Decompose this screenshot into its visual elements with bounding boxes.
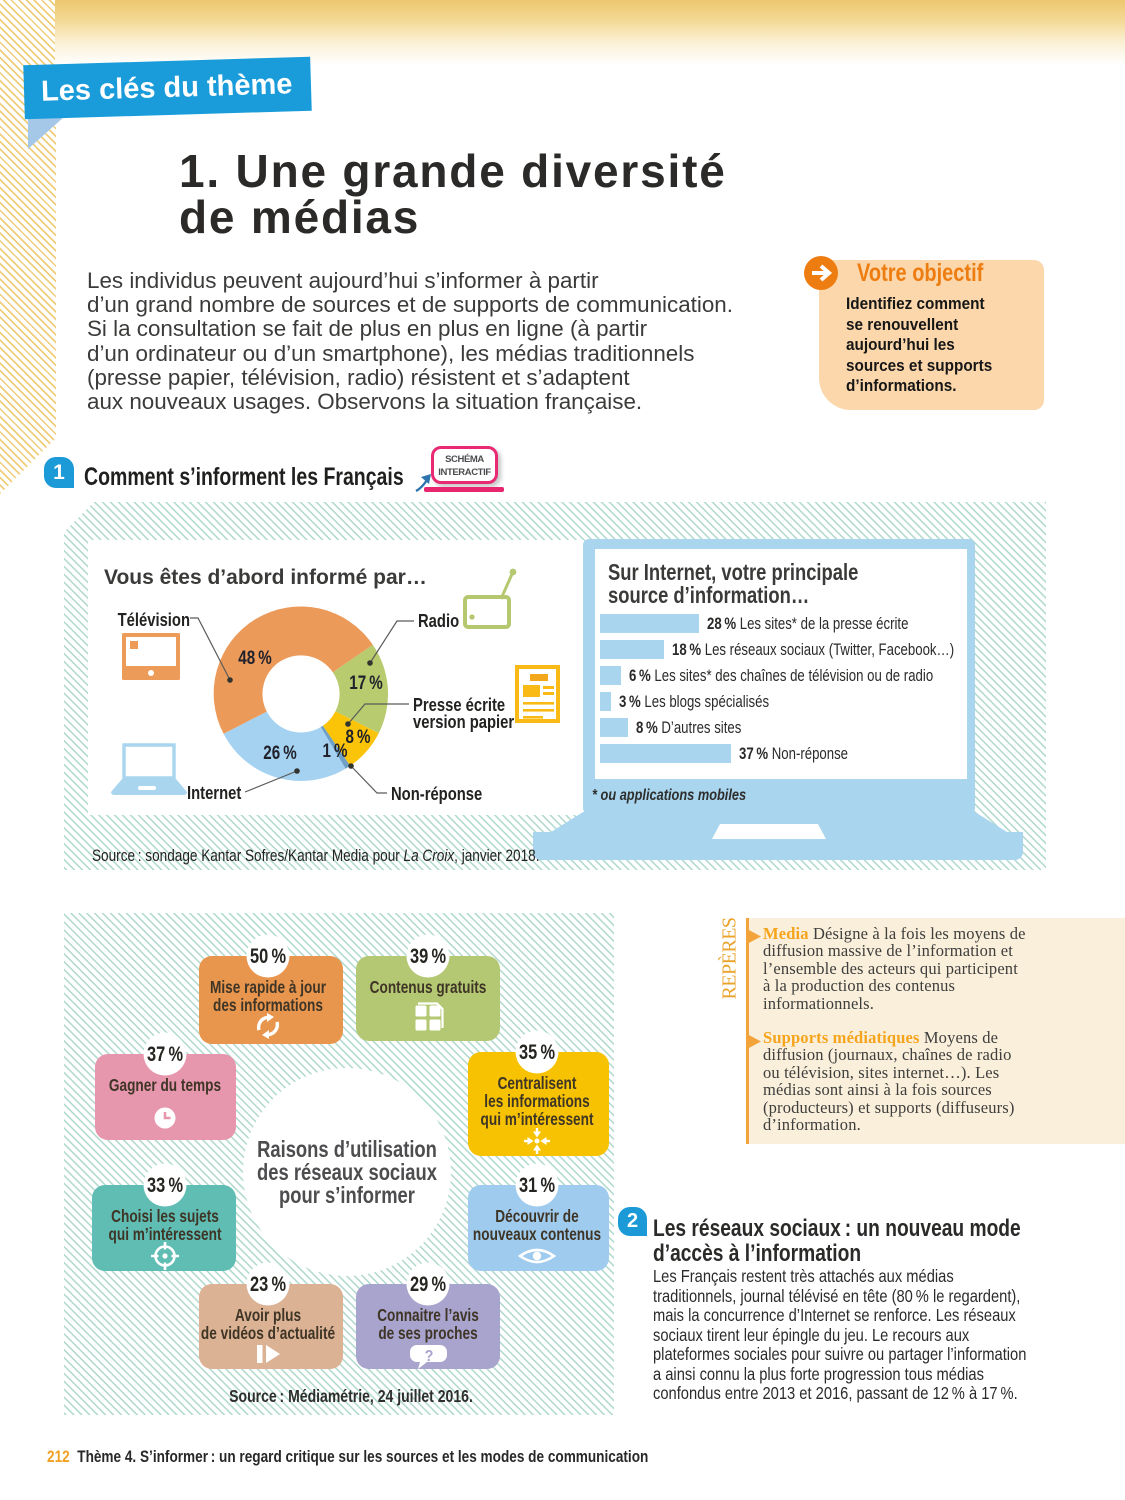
svg-text:Choisi les sujets: Choisi les sujets: [111, 1208, 219, 1227]
svg-text:nouveaux contenus: nouveaux contenus: [473, 1226, 601, 1245]
svg-text:Connaitre l’avis: Connaitre l’avis: [377, 1307, 479, 1326]
svg-text:33 %: 33 %: [147, 1173, 183, 1196]
svg-text:source d’information…: source d’information…: [608, 583, 809, 608]
svg-text:* ou applications mobiles: * ou applications mobiles: [592, 787, 746, 805]
svg-text:Raisons d’utilisation: Raisons d’utilisation: [257, 1137, 437, 1162]
svg-text:Vous êtes d’abord informé par…: Vous êtes d’abord informé par…: [104, 566, 427, 589]
svg-text:des informations: des informations: [213, 997, 323, 1016]
svg-text:Avoir plus: Avoir plus: [235, 1307, 301, 1326]
svg-text:35 %: 35 %: [519, 1040, 555, 1063]
svg-text:3 % Les blogs spécialisés: 3 % Les blogs spécialisés: [619, 693, 769, 712]
svg-text:les informations: les informations: [484, 1093, 590, 1112]
svg-text:pour s’informer: pour s’informer: [279, 1183, 415, 1208]
svg-text:37 % Non-réponse: 37 % Non-réponse: [739, 745, 848, 764]
svg-text:8 % D’autres sites: 8 % D’autres sites: [636, 719, 741, 738]
svg-text:Centralisent: Centralisent: [498, 1075, 578, 1094]
svg-text:qui m’intéressent: qui m’intéressent: [109, 1226, 223, 1245]
svg-text:Télévision: Télévision: [118, 609, 190, 630]
svg-text:Source : sondage Kantar Sofres: Source : sondage Kantar Sofres/Kantar Me…: [92, 847, 539, 866]
svg-text:18 % Les réseaux sociaux (Twit: 18 % Les réseaux sociaux (Twitter, Faceb…: [672, 641, 954, 660]
svg-text:?: ?: [425, 1347, 434, 1365]
svg-text:Presse écrite: Presse écrite: [413, 694, 505, 715]
svg-text:29 %: 29 %: [410, 1272, 446, 1295]
svg-text:28 % Les sites* de la presse é: 28 % Les sites* de la presse écrite: [707, 615, 908, 634]
svg-text:50 %: 50 %: [250, 944, 286, 967]
svg-text:qui m’intéressent: qui m’intéressent: [481, 1111, 595, 1130]
svg-text:Mise rapide à jour: Mise rapide à jour: [210, 979, 326, 998]
svg-text:39 %: 39 %: [410, 944, 446, 967]
svg-text:Radio: Radio: [418, 610, 459, 631]
svg-text:des réseaux sociaux: des réseaux sociaux: [257, 1160, 437, 1185]
svg-text:37 %: 37 %: [147, 1042, 183, 1065]
svg-text:version papier: version papier: [413, 711, 515, 732]
svg-text:Gagner du temps: Gagner du temps: [109, 1077, 221, 1096]
svg-text:1 %: 1 %: [323, 739, 348, 761]
svg-text:Internet: Internet: [187, 782, 242, 803]
svg-text:26 %: 26 %: [263, 741, 296, 763]
svg-text:Découvrir de: Découvrir de: [495, 1208, 579, 1227]
svg-text:Source : Médiamétrie, 24 juill: Source : Médiamétrie, 24 juillet 2016.: [229, 1386, 473, 1406]
svg-text:Sur Internet, votre principale: Sur Internet, votre principale: [608, 560, 858, 585]
svg-text:31 %: 31 %: [519, 1173, 555, 1196]
svg-text:8 %: 8 %: [346, 725, 371, 747]
svg-text:de ses proches: de ses proches: [378, 1325, 478, 1344]
svg-text:48 %: 48 %: [238, 646, 271, 668]
svg-text:17 %: 17 %: [349, 671, 382, 693]
svg-text:Non-réponse: Non-réponse: [391, 783, 482, 804]
svg-text:de vidéos d’actualité: de vidéos d’actualité: [201, 1325, 335, 1344]
svg-text:Contenus gratuits: Contenus gratuits: [370, 979, 487, 998]
svg-text:6 % Les sites* des chaînes de: 6 % Les sites* des chaînes de télévision…: [629, 667, 933, 686]
svg-text:23 %: 23 %: [250, 1272, 286, 1295]
